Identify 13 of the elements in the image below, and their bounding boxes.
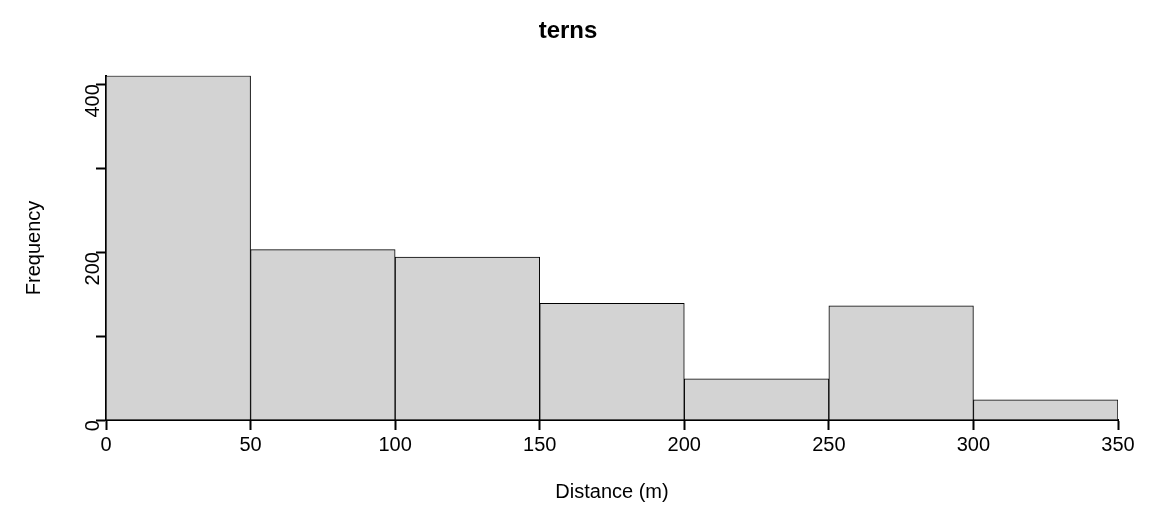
x-tick-label: 100	[378, 432, 412, 455]
y-tick-label: 400	[80, 84, 103, 118]
x-axis-title: Distance (m)	[555, 479, 669, 502]
chart-title: terns	[538, 16, 598, 44]
x-tick-label: 350	[1101, 432, 1135, 455]
x-tick-label: 150	[523, 432, 557, 455]
x-tick-label: 200	[667, 432, 701, 455]
y-tick-label: 0	[80, 420, 103, 432]
x-tick-label: 50	[239, 432, 262, 455]
y-tick-label: 200	[80, 252, 103, 286]
x-tick-label: 300	[956, 432, 991, 455]
y-axis-title: Frequency	[21, 200, 44, 296]
x-tick-label: 250	[812, 432, 846, 455]
